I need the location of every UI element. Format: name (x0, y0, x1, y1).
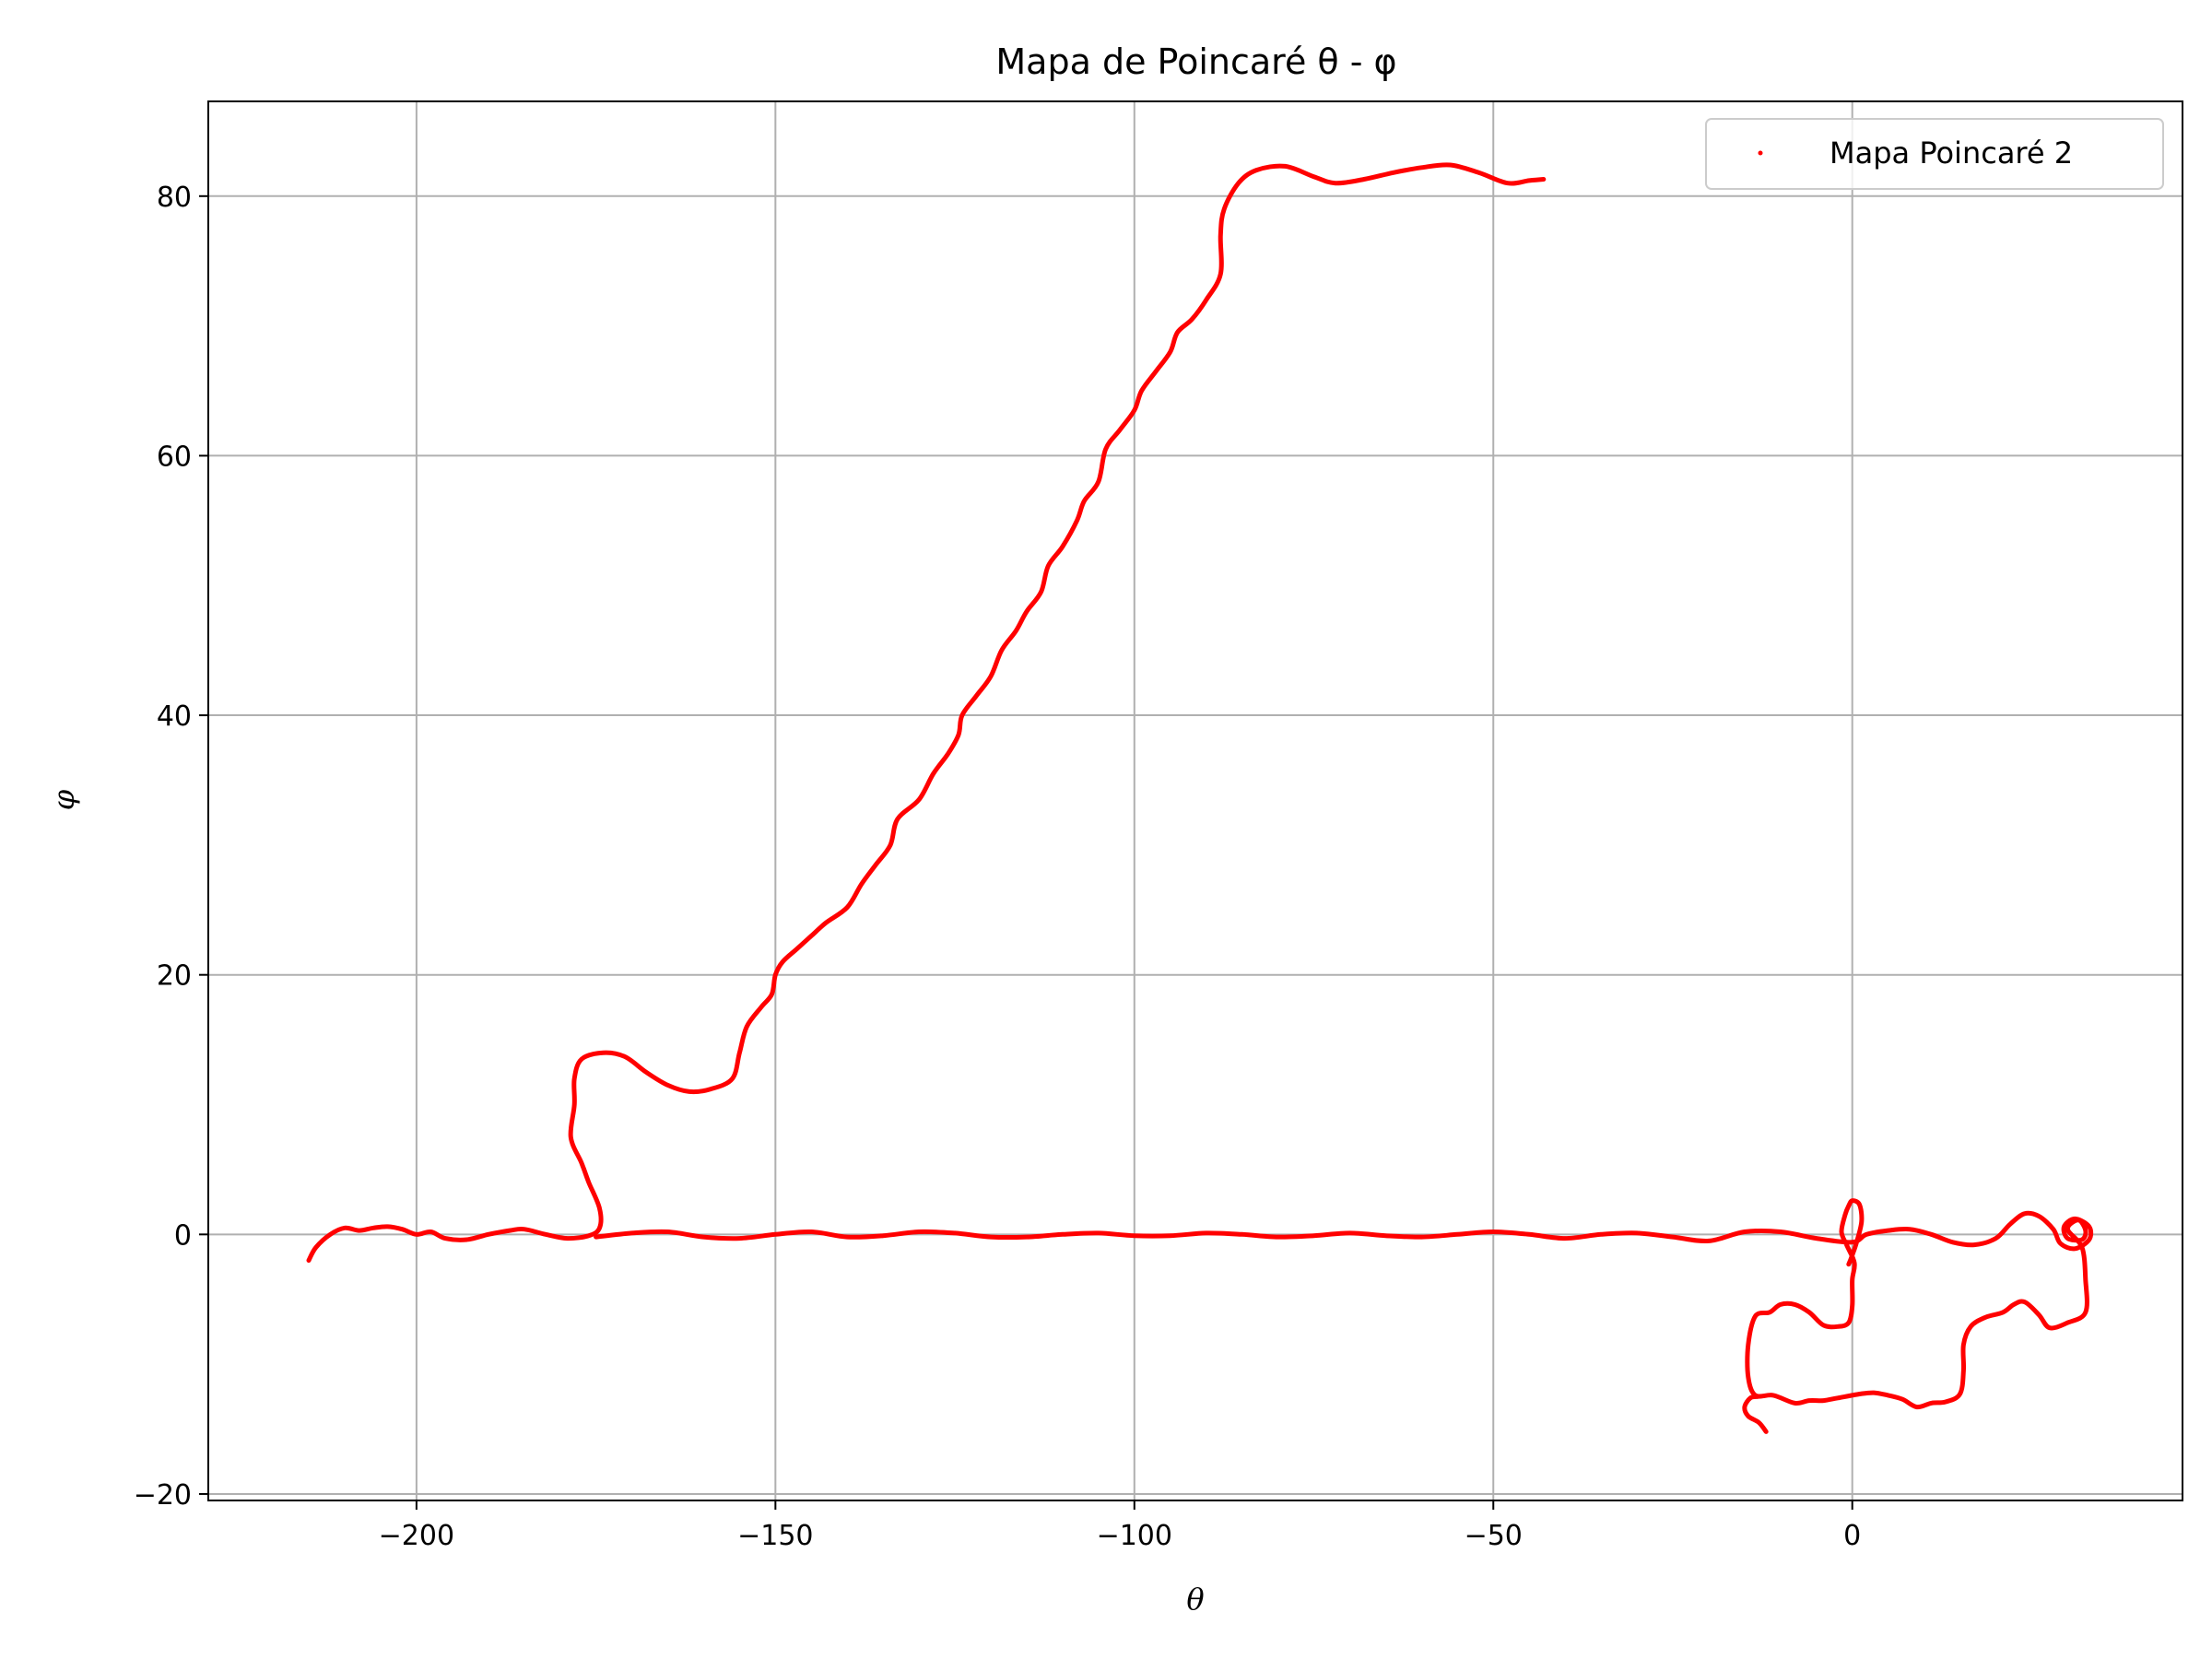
data-series (306, 162, 2094, 1434)
legend-marker (1758, 150, 1763, 156)
x-tick-label: −150 (737, 1520, 813, 1552)
x-tick-label: −50 (1465, 1520, 1523, 1552)
legend-box (1705, 118, 2164, 190)
y-tick-label: 80 (157, 182, 192, 214)
y-axis-label: φ (46, 789, 81, 810)
y-tick-label: −20 (134, 1479, 192, 1512)
y-tick-label: 40 (157, 700, 192, 733)
y-tick-label: 0 (174, 1219, 192, 1252)
legend-label: Mapa Poincaré 2 (1830, 135, 2073, 171)
chart-title: Mapa de Poincaré θ - φ (995, 41, 1396, 82)
x-tick-label: −100 (1097, 1520, 1172, 1552)
x-axis-label: θ (1186, 1582, 1204, 1617)
x-tick-label: 0 (1843, 1520, 1861, 1552)
legend: Mapa Poincaré 2 (1705, 118, 2164, 190)
poincare-trajectory (1742, 1394, 1769, 1434)
y-tick-label: 20 (157, 960, 192, 993)
poincare-trajectory (594, 1198, 2094, 1410)
y-tick-label: 60 (157, 441, 192, 473)
plot-frame (207, 100, 2183, 1501)
x-tick-label: −200 (379, 1520, 454, 1552)
poincare-trajectory (306, 162, 1547, 1263)
